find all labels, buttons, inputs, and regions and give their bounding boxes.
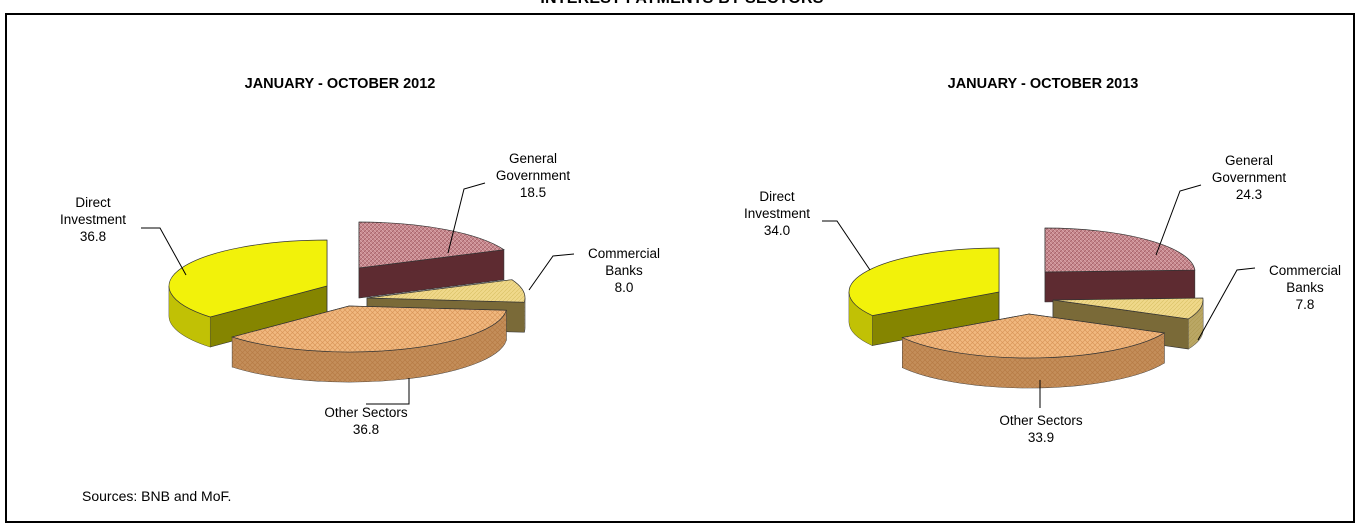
category-label: Other Sectors (324, 405, 408, 420)
slice-other-sectors (230, 305, 507, 383)
slice-label-other-sectors: Other Sectors 33.9 (999, 413, 1083, 445)
category-label: Investment (744, 206, 810, 221)
leader-line-commercial-banks (1197, 267, 1256, 341)
leader-line-direct-investment (822, 220, 871, 271)
category-label: Commercial (1269, 263, 1341, 278)
slice-label-direct-investment: Direct Investment 36.8 (60, 195, 126, 244)
leader-line-general-government (1155, 184, 1202, 256)
slice-direct-investment (848, 247, 1000, 347)
value-label: 18.5 (520, 185, 546, 200)
category-label: Investment (60, 212, 126, 227)
category-label: Government (496, 168, 571, 183)
slice-label-direct-investment: Direct Investment 34.0 (744, 189, 810, 238)
pie-chart-2012: JANUARY - OCTOBER 2012 General Government 1… (60, 76, 660, 437)
slice-general-government (1044, 227, 1196, 303)
category-label: General (509, 151, 557, 166)
value-label: 8.0 (615, 280, 634, 295)
chart-title: JANUARY - OCTOBER 2013 (948, 76, 1139, 92)
value-label: 36.8 (80, 229, 106, 244)
chart-title: JANUARY - OCTOBER 2012 (245, 76, 436, 92)
main-title: INTEREST PAYMENTS BY SECTORS (0, 0, 1364, 8)
chart-frame (5, 13, 1355, 523)
category-label: General (1225, 153, 1273, 168)
value-label: 33.9 (1028, 430, 1054, 445)
slice-label-commercial-banks: Commercial Banks 7.8 (1269, 263, 1341, 312)
slice-general-government (358, 221, 505, 299)
leader-line-general-government (447, 182, 486, 254)
category-label: Other Sectors (999, 413, 1083, 428)
pie-chart-2013: JANUARY - OCTOBER 2013 General Government 2… (744, 76, 1341, 445)
slice-direct-investment (168, 239, 328, 348)
category-label: Banks (605, 263, 643, 278)
slice-label-commercial-banks: Commercial Banks 8.0 (588, 246, 660, 295)
leader-line-commercial-banks (528, 253, 575, 291)
category-label: Direct (759, 189, 795, 204)
category-label: Banks (1286, 280, 1324, 295)
slice-label-general-government: General Government 18.5 (496, 151, 571, 200)
value-label: 36.8 (353, 422, 379, 437)
category-label: Government (1212, 170, 1287, 185)
slice-label-general-government: General Government 24.3 (1212, 153, 1287, 202)
category-label: Commercial (588, 246, 660, 261)
slice-other-sectors (901, 313, 1166, 389)
source-note: Sources: BNB and MoF. (82, 488, 232, 504)
slice-label-other-sectors: Other Sectors 36.8 (324, 405, 408, 437)
value-label: 7.8 (1296, 297, 1315, 312)
value-label: 24.3 (1236, 187, 1262, 202)
leader-line-direct-investment (141, 227, 187, 276)
category-label: Direct (75, 195, 111, 210)
value-label: 34.0 (764, 223, 790, 238)
leader-line-other-sectors (366, 378, 410, 405)
